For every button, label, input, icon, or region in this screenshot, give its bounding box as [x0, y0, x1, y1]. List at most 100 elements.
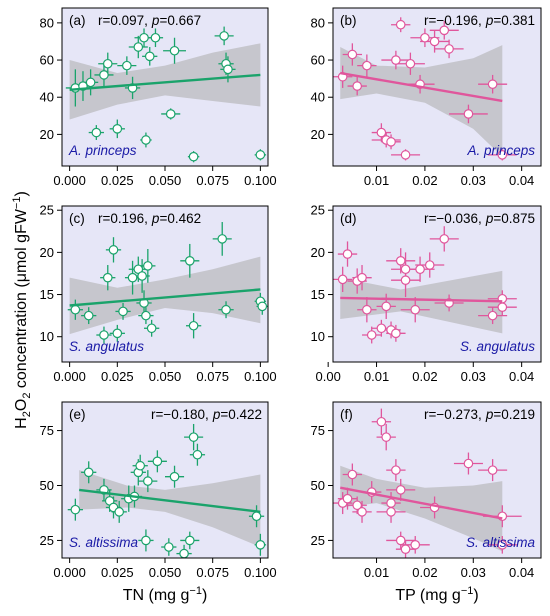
data-point: [108, 245, 119, 255]
y-tick-label: 25: [311, 203, 325, 218]
correlation-stats: r=−0.273, p=0.219: [424, 407, 535, 422]
data-point: [463, 109, 474, 119]
y-tick-label: 40: [40, 90, 54, 105]
panel-d: 0.00 0.01 0.02 0.03 0.04 10 15 20 25 (d) r=−0.036,…: [311, 203, 542, 384]
confidence-band: [340, 270, 503, 334]
plot-area: [333, 226, 517, 344]
data-point: [150, 32, 161, 43]
data-point: [217, 234, 228, 244]
data-point: [424, 260, 435, 270]
p-value: =0.219: [493, 407, 535, 422]
data-point: [366, 330, 377, 340]
data-point: [429, 36, 440, 47]
data-point: [357, 507, 367, 517]
data-point: [391, 55, 401, 65]
p-value: =0.462: [159, 211, 201, 226]
data-point: [347, 469, 358, 480]
x-tick-label: 0.000: [53, 173, 86, 188]
plot-area: [67, 222, 268, 344]
data-point: [112, 328, 123, 339]
data-point: [188, 151, 199, 162]
confidence-band: [69, 256, 261, 335]
r-value: r=−0.273,: [424, 407, 482, 422]
p-symbol: p: [485, 13, 494, 28]
data-point: [400, 150, 411, 160]
data-point: [143, 476, 153, 486]
panel-letter: (a): [69, 13, 86, 28]
regression-line: [69, 73, 261, 91]
x-tick-label: 0.025: [101, 173, 134, 188]
plot-area: [333, 408, 522, 558]
data-point: [391, 465, 401, 475]
data-point: [141, 135, 151, 145]
x-tick-label: 0.03: [461, 565, 486, 580]
x-tick-label: 0.02: [412, 173, 437, 188]
correlation-stats: r=0.196, p=0.462: [98, 211, 201, 226]
data-point: [395, 256, 406, 266]
y-tick-label: 50: [311, 478, 325, 493]
data-point: [400, 264, 411, 275]
data-point: [497, 540, 508, 550]
data-point: [342, 249, 353, 259]
y-tick-label: 20: [40, 127, 54, 142]
panel-letter: (f): [340, 407, 353, 422]
correlation-stats: r=−0.180, p=0.422: [151, 407, 262, 422]
data-point: [141, 310, 151, 321]
data-point: [347, 49, 358, 60]
species-label: S. altissima: [69, 535, 139, 550]
y-tick-label: 40: [311, 90, 325, 105]
x-tick-label: 0.100: [244, 173, 277, 188]
data-point: [376, 127, 387, 138]
data-point: [165, 109, 176, 119]
data-point: [257, 301, 268, 312]
data-point: [223, 64, 233, 75]
x-tick-label: 0.00: [316, 369, 341, 384]
y-tick-label: 25: [311, 533, 325, 548]
data-point: [487, 79, 498, 90]
regression-line: [340, 71, 503, 103]
data-point: [139, 32, 149, 43]
data-point: [352, 500, 362, 511]
data-point: [386, 498, 396, 508]
regression-line: [79, 488, 261, 514]
y-tick-label: 60: [40, 53, 54, 68]
correlation-stats: r=−0.036, p=0.875: [424, 211, 535, 226]
data-point: [70, 504, 81, 515]
r-value: r=−0.196,: [424, 13, 482, 28]
x-tick-label: 0.025: [101, 369, 134, 384]
data-point: [102, 272, 113, 283]
regression-line: [69, 288, 261, 307]
data-point: [444, 44, 454, 54]
x-tick-label: 0.01: [364, 173, 389, 188]
data-point: [386, 137, 396, 147]
species-label: A. princeps: [68, 143, 137, 158]
data-point: [192, 449, 203, 460]
data-point: [376, 416, 387, 427]
x-tick-label: 0.02: [412, 369, 437, 384]
data-point: [127, 272, 138, 283]
panel-f: 0.01 0.02 0.03 0.04 25 50 75 (f) r=−0.273, p=0.21…: [311, 401, 542, 580]
data-point: [146, 323, 157, 334]
r-value: r=−0.180,: [151, 407, 209, 422]
data-point: [102, 58, 113, 69]
plot-area: [65, 26, 267, 163]
data-point: [420, 32, 430, 43]
data-point: [381, 301, 392, 312]
panel-letter: (d): [340, 211, 357, 226]
data-point: [164, 542, 174, 552]
p-symbol: p: [151, 211, 160, 226]
data-point: [405, 58, 416, 69]
data-point: [362, 60, 372, 71]
y-tick-label: 10: [40, 329, 54, 344]
x-tick-label: 0.02: [412, 565, 437, 580]
data-point: [400, 275, 411, 286]
x-tick-label: 0.050: [149, 369, 182, 384]
x-tick-label: 0.100: [244, 565, 277, 580]
data-point: [395, 485, 406, 495]
x-tick-label: 0.03: [461, 173, 486, 188]
data-point: [152, 456, 163, 467]
data-point: [137, 271, 147, 281]
y-tick-label: 50: [40, 478, 54, 493]
y-tick-label: 15: [40, 287, 54, 302]
p-value: =0.381: [493, 13, 535, 28]
